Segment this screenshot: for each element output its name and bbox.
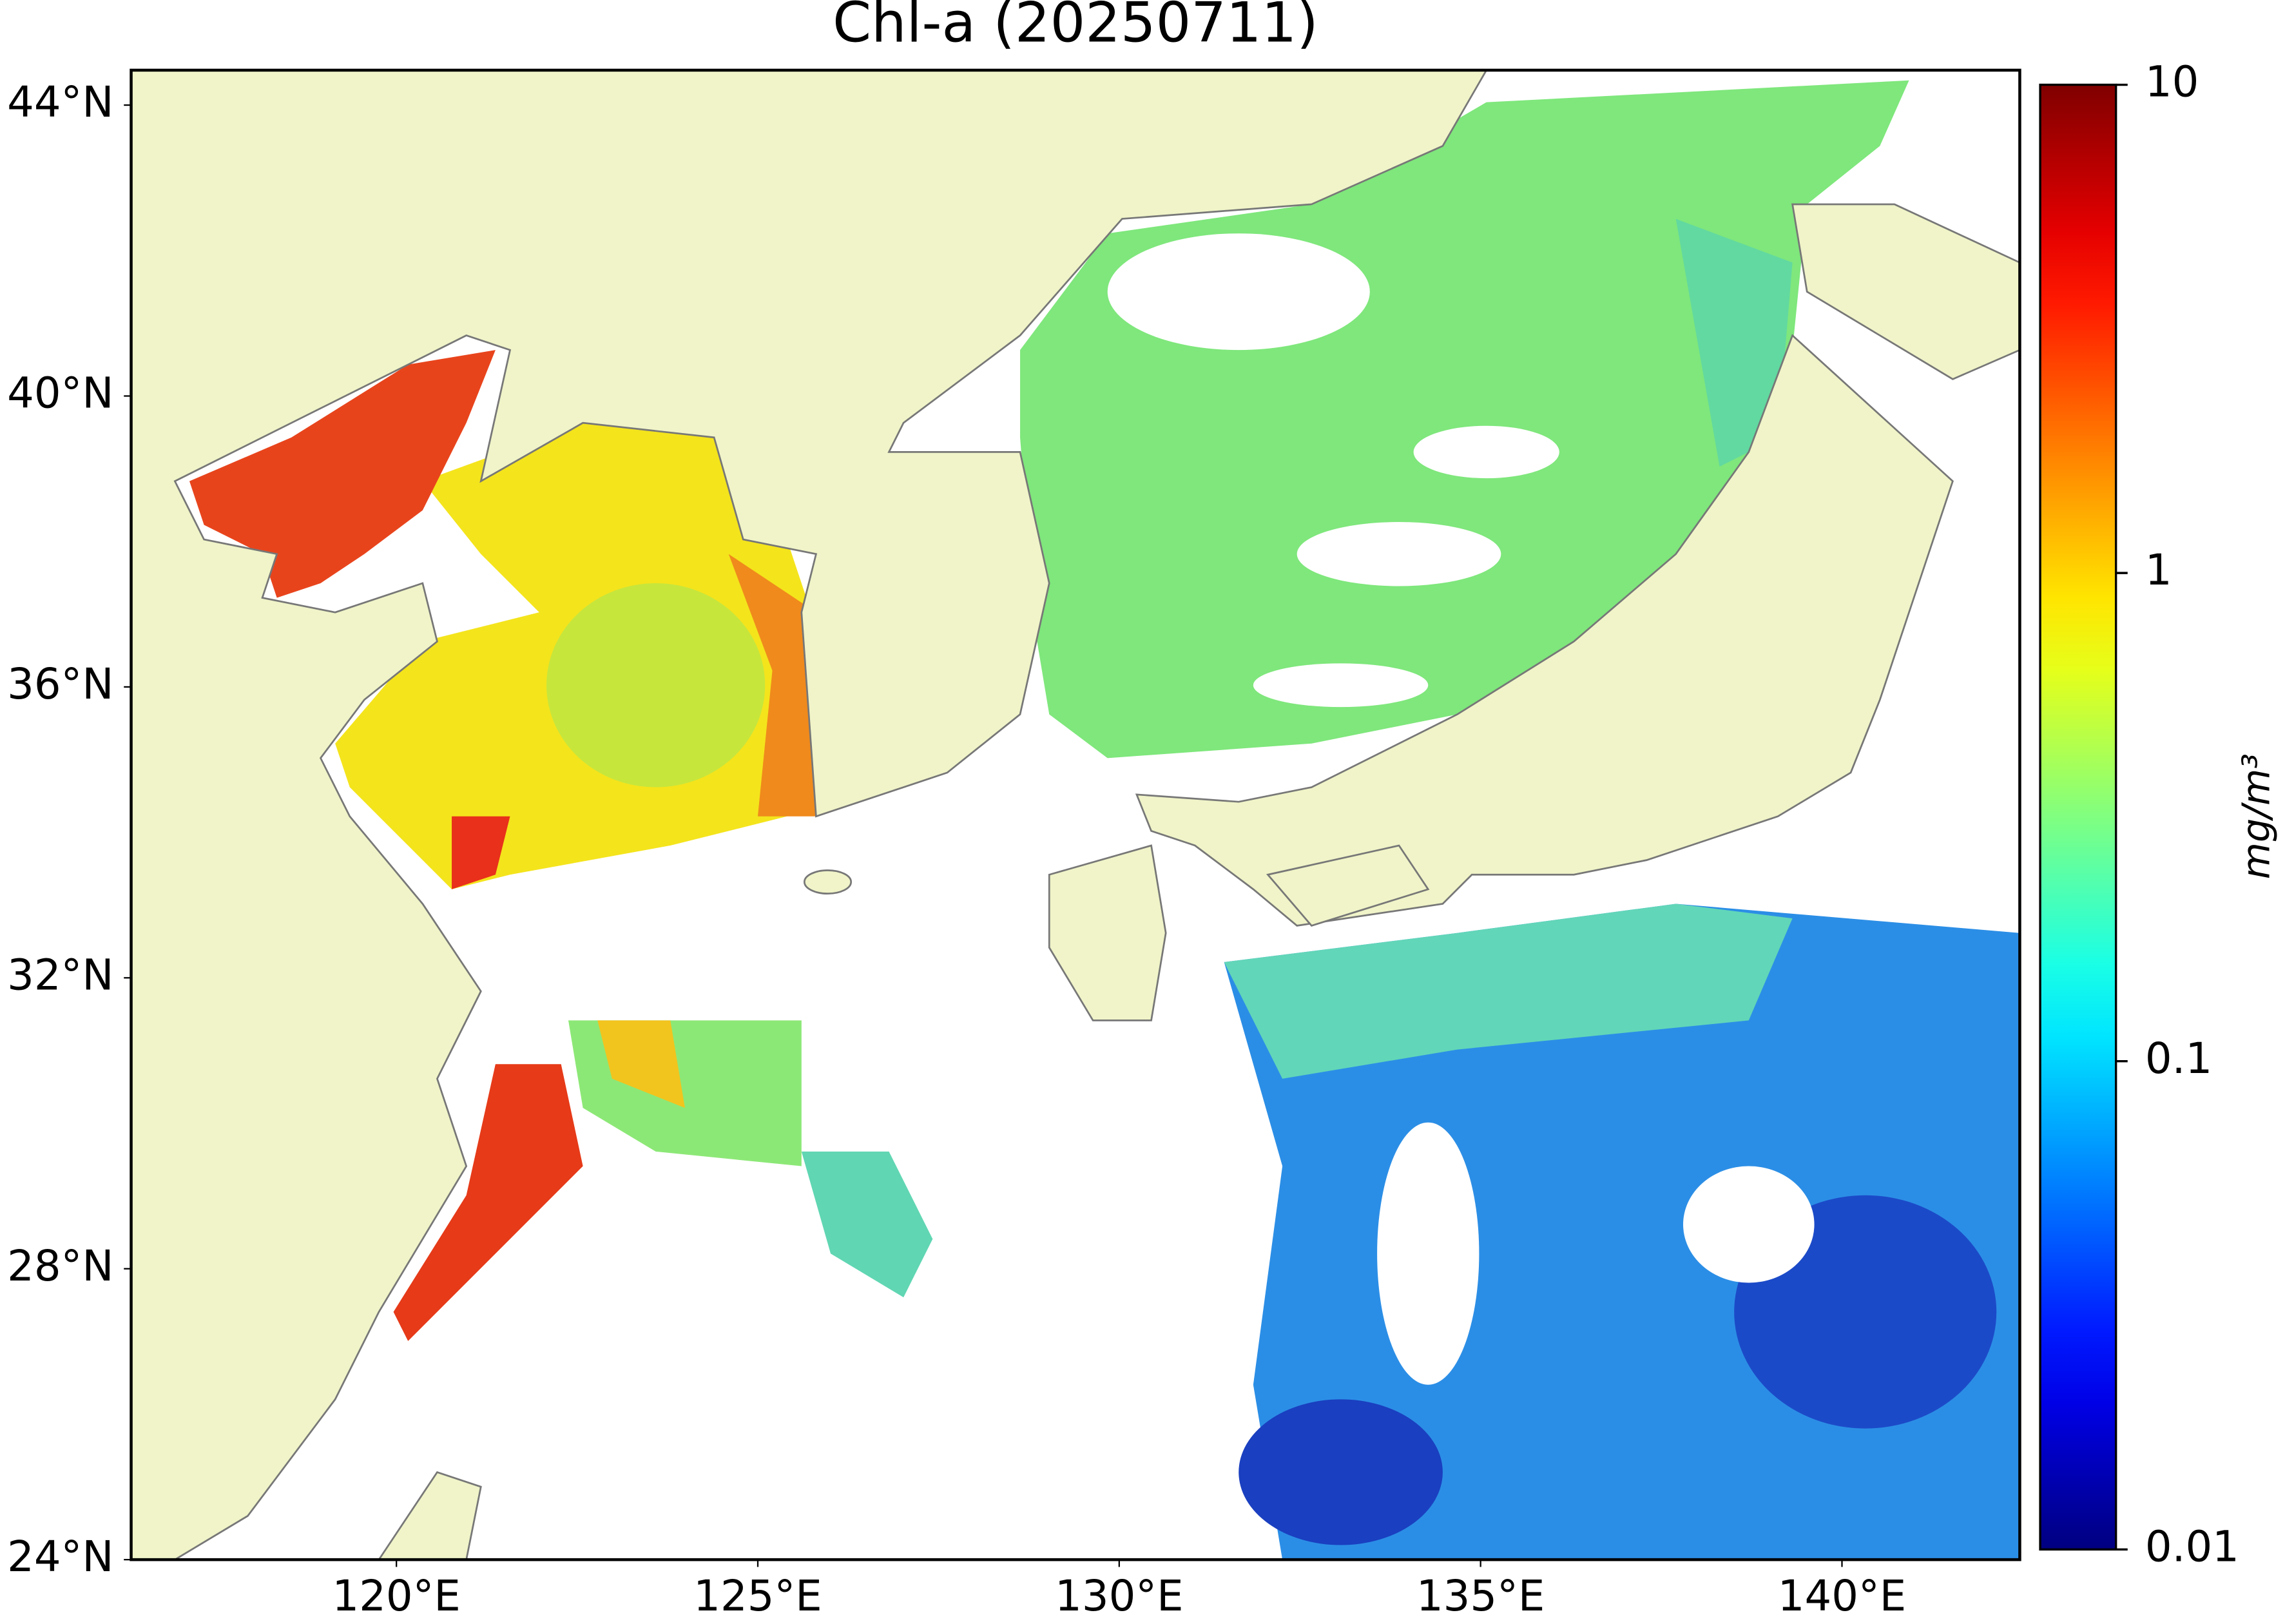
colorbar-tick-label: 10 [2145,58,2199,107]
shikoku [1266,844,1430,927]
jeju [803,869,853,894]
y-tick-label: 36°N [7,660,113,709]
map-area [131,70,2020,1560]
land [131,70,2020,1560]
cloud [1297,521,1501,586]
x-tick-label: 130°E [1055,1572,1183,1621]
map-frame [130,68,2021,1561]
chl-coastal [728,554,816,817]
chl-coastal [393,1064,583,1341]
y-tick-label: 32°N [7,951,113,1000]
chl-patch [801,1151,933,1298]
cloud [1377,1122,1480,1385]
y-tick-label: 28°N [7,1242,113,1291]
cloud [1107,233,1370,351]
x-tick-label: 140°E [1778,1572,1906,1621]
cloud [1253,663,1429,708]
colorbar-tick-label: 1 [2145,546,2172,595]
chl-patch [546,583,766,788]
colorbar-tick-label: 0.01 [2145,1522,2239,1571]
chl-low [1239,1399,1443,1545]
x-tick-label: 135°E [1416,1572,1545,1621]
kyushu [1048,844,1167,1021]
cloud [1413,425,1559,479]
y-tick-label: 40°N [7,369,113,418]
colorbar [2039,83,2117,1551]
y-tick-label: 24°N [7,1532,113,1581]
x-tick-label: 120°E [332,1572,460,1621]
chl-patch [1675,218,1793,467]
x-tick-label: 125°E [693,1572,822,1621]
map-title: Chl-a (20250711) [833,0,1318,55]
mainland [131,70,1488,1560]
chl-patch [597,1020,685,1108]
y-tick-label: 44°N [7,78,113,127]
chl-coastal [452,816,510,889]
colorbar-tick-label: 0.1 [2145,1034,2212,1083]
hokkaido [1791,203,2020,380]
chl-patch [1224,904,1793,1079]
colorbar-label: mg/m³ [2233,753,2278,879]
taiwan [378,1471,482,1560]
honshu [1135,334,1954,927]
cloud [1683,1166,1815,1283]
chl-bohai [189,350,496,598]
